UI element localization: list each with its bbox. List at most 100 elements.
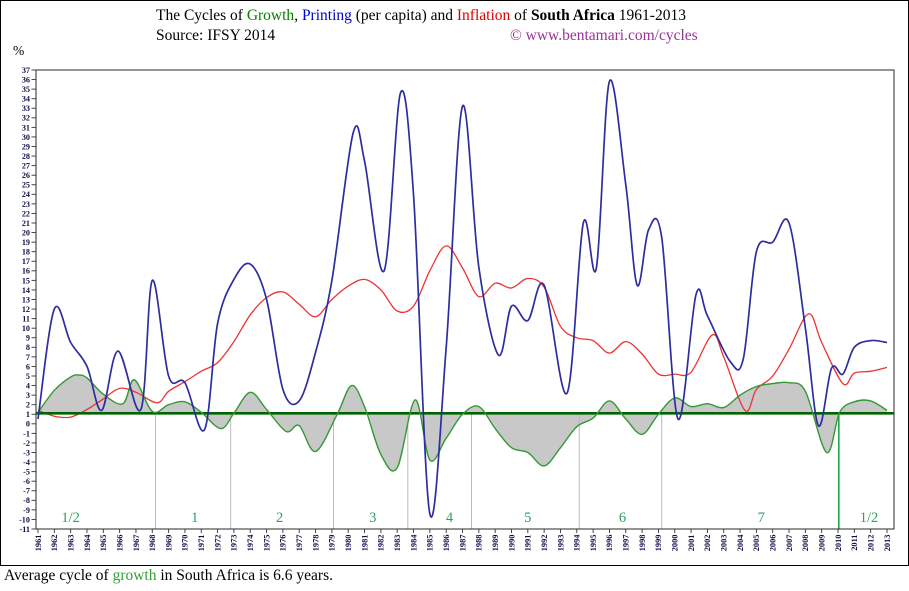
chart-title: The Cycles of Growth, Printing (per capi… — [156, 7, 686, 25]
title-part: of — [510, 7, 531, 24]
x-tick-label: 1966 — [115, 535, 124, 552]
y-tick-label: 3 — [26, 391, 30, 400]
x-tick-label: 1984 — [409, 534, 418, 552]
x-tick-label: 1978 — [311, 535, 320, 552]
x-tick-label: 2005 — [752, 535, 761, 552]
x-tick-label: 2000 — [671, 535, 680, 552]
y-tick-label: 27 — [22, 162, 30, 171]
y-tick-label: 28 — [22, 152, 30, 161]
y-tick-label: 31 — [22, 123, 30, 132]
x-tick-label: 2013 — [883, 535, 892, 552]
y-tick-label: 1 — [26, 410, 30, 419]
y-axis-unit-label: % — [13, 43, 25, 58]
x-tick-label: 1964 — [83, 534, 92, 552]
y-tick-label: -9 — [23, 506, 30, 515]
x-tick-label: 1972 — [213, 535, 222, 552]
title-inflation: Inflation — [456, 7, 511, 24]
y-tick-label: 4 — [26, 381, 30, 390]
x-tick-label: 2008 — [801, 535, 810, 552]
x-tick-label: 1969 — [164, 535, 173, 552]
x-tick-label: 1979 — [328, 535, 337, 552]
chart-frame: The Cycles of Growth, Printing (per capi… — [0, 0, 909, 566]
y-tick-label: 18 — [22, 248, 30, 257]
x-tick-label: 1974 — [246, 534, 255, 552]
cycle-number-label: 3 — [369, 510, 376, 526]
y-tick-label: -7 — [23, 487, 30, 496]
title-country: South Africa — [530, 7, 615, 24]
y-tick-label: 25 — [22, 181, 30, 190]
x-tick-label: 1982 — [377, 535, 386, 552]
x-tick-label: 1991 — [524, 535, 533, 552]
y-tick-label: -10 — [19, 515, 30, 524]
cycle-number-label: 4 — [446, 510, 454, 526]
x-tick-label: 1999 — [654, 535, 663, 552]
title-part: (per capita) and — [351, 7, 457, 24]
x-tick-label: 1989 — [491, 535, 500, 552]
x-tick-label: 2003 — [720, 535, 729, 552]
x-tick-label: 1976 — [279, 535, 288, 552]
y-tick-label: -3 — [23, 448, 30, 457]
y-tick-label: 17 — [22, 257, 30, 266]
cycle-number-label: 1 — [191, 510, 198, 526]
y-tick-label: 19 — [22, 238, 30, 247]
x-tick-label: 1988 — [475, 535, 484, 552]
growth-series-line — [37, 374, 888, 472]
x-tick-label: 1985 — [426, 535, 435, 552]
x-tick-label: 1990 — [507, 535, 516, 552]
y-tick-label: 33 — [22, 104, 30, 113]
x-tick-label: 2007 — [785, 535, 794, 552]
y-tick-label: 30 — [22, 133, 30, 142]
x-tick-label: 1965 — [99, 535, 108, 552]
cycle-number-label: 2 — [276, 510, 283, 526]
y-tick-label: 8 — [26, 343, 30, 352]
y-tick-label: 13 — [22, 295, 30, 304]
y-tick-label: 24 — [22, 190, 30, 199]
cycle-number-label: 7 — [758, 510, 765, 526]
y-tick-label: 2 — [26, 401, 30, 410]
x-tick-label: 2010 — [834, 535, 843, 552]
x-tick-label: 1963 — [66, 535, 75, 552]
y-tick-label: 9 — [26, 334, 30, 343]
cycle-number-label: 1/2 — [61, 510, 80, 526]
x-tick-label: 1977 — [295, 535, 304, 552]
x-tick-label: 2011 — [850, 535, 859, 551]
copyright-link[interactable]: © www.bentamari.com/cycles — [510, 27, 698, 44]
cycle-number-label: 6 — [619, 510, 626, 526]
x-tick-label: 1992 — [540, 535, 549, 552]
x-tick-label: 1994 — [573, 534, 582, 552]
y-tick-label: 35 — [22, 85, 30, 94]
x-tick-label: 2009 — [817, 535, 826, 552]
y-tick-label: -1 — [23, 429, 30, 438]
y-tick-label: 22 — [22, 209, 30, 218]
y-tick-label: 0 — [26, 420, 30, 429]
y-tick-label: 21 — [22, 219, 30, 228]
x-tick-label: 1975 — [262, 535, 271, 552]
x-tick-label: 1996 — [605, 535, 614, 552]
y-tick-label: 37 — [22, 66, 30, 75]
x-tick-label: 1971 — [197, 535, 206, 552]
x-tick-label: 1995 — [589, 535, 598, 552]
x-tick-label: 1986 — [442, 535, 451, 552]
x-tick-label: 2006 — [769, 535, 778, 552]
title-part: The Cycles of — [156, 7, 247, 24]
x-tick-label: 2001 — [687, 535, 696, 552]
y-tick-label: 34 — [22, 95, 30, 104]
y-tick-label: 20 — [22, 228, 30, 237]
title-years: 1961-2013 — [614, 7, 686, 24]
title-part: , — [294, 7, 302, 24]
y-tick-label: 26 — [22, 171, 30, 180]
y-tick-label: 12 — [22, 305, 30, 314]
y-tick-label: -5 — [23, 468, 30, 477]
y-tick-label: 29 — [22, 142, 30, 151]
x-tick-label: 1981 — [360, 535, 369, 552]
y-tick-label: 5 — [26, 372, 30, 381]
y-tick-label: 15 — [22, 276, 30, 285]
y-tick-label: 7 — [26, 353, 30, 362]
y-tick-label: 14 — [22, 286, 30, 295]
x-tick-label: 1987 — [458, 535, 467, 552]
x-tick-label: 1973 — [230, 535, 239, 552]
y-tick-label: 10 — [22, 324, 30, 333]
y-tick-label: -11 — [20, 525, 30, 534]
caption-part: Average cycle of — [4, 567, 113, 584]
x-tick-label: 2002 — [703, 535, 712, 552]
